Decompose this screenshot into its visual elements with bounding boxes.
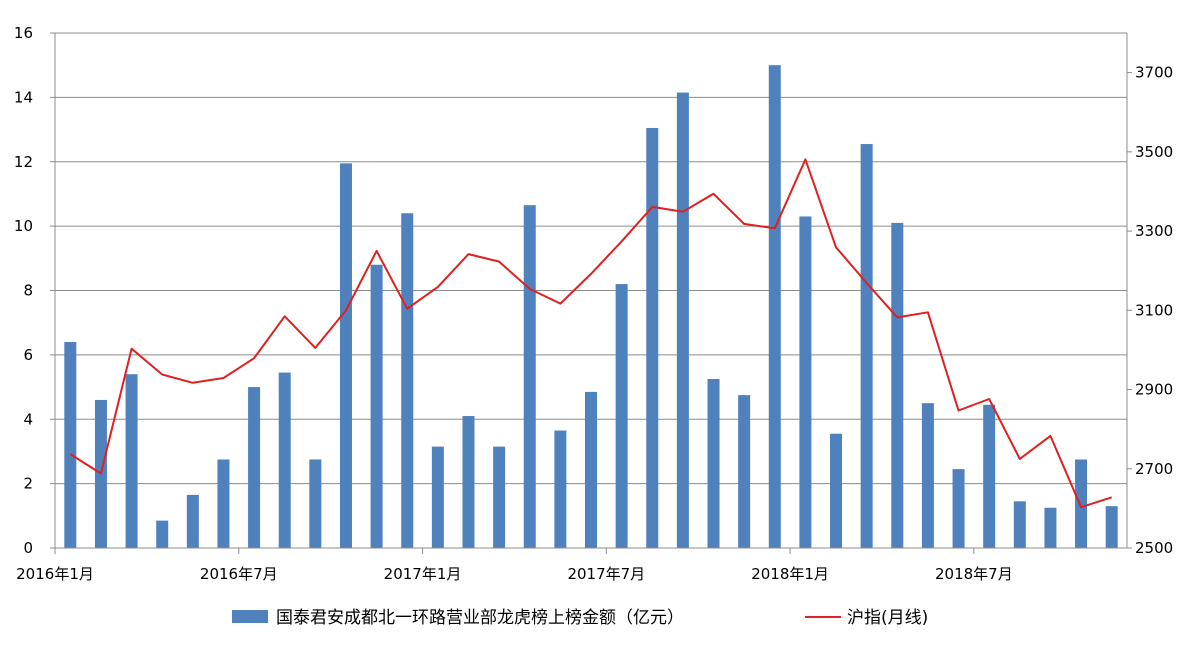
y-left-tick-label: 12: [14, 153, 33, 171]
x-tick-label: 2016年1月: [16, 565, 94, 583]
bar: [187, 495, 199, 548]
y-right-tick-label: 2900: [1135, 381, 1173, 399]
bar: [493, 447, 505, 548]
bar: [462, 416, 474, 548]
bar: [891, 223, 903, 548]
y-left-tick-label: 14: [14, 88, 33, 106]
bar: [64, 342, 76, 548]
y-left-tick-label: 10: [14, 217, 33, 235]
bar: [217, 459, 229, 548]
bar: [1044, 508, 1056, 548]
bar: [524, 205, 536, 548]
bar: [922, 403, 934, 548]
y-right-tick-label: 3100: [1135, 301, 1173, 319]
x-tick-label: 2018年7月: [935, 565, 1013, 583]
bar: [279, 373, 291, 548]
y-left-tick-label: 2: [23, 475, 33, 493]
x-tick-label: 2017年7月: [567, 565, 645, 583]
bar: [738, 395, 750, 548]
legend-bar-label: 国泰君安成都北一环路营业部龙虎榜上榜金额（亿元）: [276, 608, 684, 628]
y-right-tick-label: 3700: [1135, 64, 1173, 82]
bar: [432, 447, 444, 548]
bar: [799, 216, 811, 548]
bar: [1075, 459, 1087, 548]
bar: [554, 431, 566, 548]
bar: [309, 459, 321, 548]
bar: [769, 65, 781, 548]
y-right-tick-label: 3500: [1135, 143, 1173, 161]
y-left-tick-label: 16: [14, 24, 33, 42]
bar: [646, 128, 658, 548]
x-tick-label: 2016年7月: [200, 565, 278, 583]
y-left-tick-label: 4: [23, 410, 33, 428]
y-left-tick-label: 0: [23, 539, 33, 557]
bar: [401, 213, 413, 548]
bar: [156, 521, 168, 548]
bar: [616, 284, 628, 548]
bar: [861, 144, 873, 548]
x-tick-label: 2018年1月: [751, 565, 829, 583]
legend-line-label: 沪指(月线): [847, 608, 928, 628]
x-tick-label: 2017年1月: [384, 565, 462, 583]
bar: [248, 387, 260, 548]
bar: [953, 469, 965, 548]
bar: [340, 163, 352, 548]
y-right-tick-label: 2700: [1135, 460, 1173, 478]
y-left-tick-label: 6: [23, 346, 33, 364]
bar: [677, 93, 689, 548]
legend-bar-swatch: [232, 610, 268, 623]
bar: [371, 265, 383, 548]
y-right-tick-label: 2500: [1135, 539, 1173, 557]
bar: [585, 392, 597, 548]
bar: [708, 379, 720, 548]
bar: [983, 405, 995, 548]
bar: [830, 434, 842, 548]
y-left-tick-label: 8: [23, 282, 33, 300]
bar: [1106, 506, 1118, 548]
y-right-tick-label: 3300: [1135, 222, 1173, 240]
bar: [126, 374, 138, 548]
bar: [1014, 501, 1026, 548]
